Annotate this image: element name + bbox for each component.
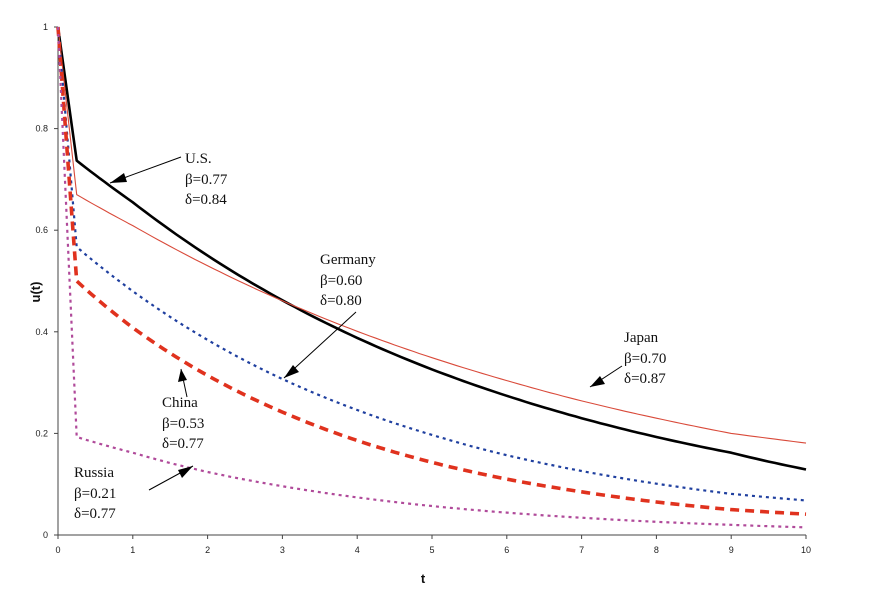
annotation-china: China β=0.53 δ=0.77	[162, 395, 204, 452]
x-axis-title: t	[421, 571, 426, 586]
annotation-germany-beta: β=0.60	[320, 273, 362, 289]
annotation-germany-name: Germany	[320, 252, 376, 268]
annotation-china-beta: β=0.53	[162, 416, 204, 432]
y-tick-label: 0.8	[35, 124, 48, 134]
series-line-russia	[56, 26, 807, 529]
series-line-us	[56, 26, 807, 471]
series-lines	[56, 26, 807, 529]
y-axis-title: u(t)	[28, 282, 43, 303]
x-tick-label: 6	[504, 545, 509, 555]
y-tick-label: 0.4	[35, 327, 48, 337]
x-tick-label: 4	[355, 545, 360, 555]
x-tick-label: 8	[654, 545, 659, 555]
annotation-russia-name: Russia	[74, 465, 114, 481]
annotation-russia: Russia β=0.21 δ=0.77	[74, 465, 116, 522]
annotation-us-beta: β=0.77	[185, 172, 228, 188]
annotation-china-name: China	[162, 395, 198, 411]
x-tick-label: 7	[579, 545, 584, 555]
annotation-japan: Japan β=0.70 δ=0.87	[624, 330, 666, 387]
series-line-china	[56, 26, 807, 516]
x-tick-label: 10	[801, 545, 811, 555]
arrow-germany	[283, 311, 357, 379]
ticks: 0 1 2 3 4 5 6 7 8 9 10 0 0.2 0.4 0.6 0.8 1	[35, 22, 811, 555]
y-tick-label: 0.2	[35, 428, 48, 438]
x-tick-label: 3	[280, 545, 285, 555]
annotation-china-delta: δ=0.77	[162, 436, 204, 452]
annotation-japan-name: Japan	[624, 330, 659, 346]
annotation-arrows	[109, 156, 623, 491]
arrowhead-china	[178, 369, 187, 382]
annotation-germany-delta: δ=0.80	[320, 293, 362, 309]
arrowhead-japan	[590, 376, 605, 387]
x-tick-label: 5	[429, 545, 434, 555]
y-tick-label: 0	[43, 530, 48, 540]
y-tick-label: 0.6	[35, 225, 48, 235]
annotation-us-name: U.S.	[185, 151, 212, 167]
x-tick-label: 9	[729, 545, 734, 555]
arrowhead-germany	[284, 365, 299, 378]
annotation-us: U.S. β=0.77 δ=0.84	[185, 151, 228, 208]
arrowhead-us	[110, 173, 127, 183]
annotation-russia-delta: δ=0.77	[74, 506, 116, 522]
annotation-japan-delta: δ=0.87	[624, 371, 666, 387]
x-tick-label: 1	[130, 545, 135, 555]
x-tick-label: 2	[205, 545, 210, 555]
annotation-us-delta: δ=0.84	[185, 192, 227, 208]
arrowhead-russia	[178, 466, 193, 478]
annotation-russia-beta: β=0.21	[74, 486, 116, 502]
x-tick-label: 0	[55, 545, 60, 555]
series-line-japan	[57, 26, 807, 444]
annotation-japan-beta: β=0.70	[624, 351, 666, 367]
y-tick-label: 1	[43, 22, 48, 32]
axes	[57, 27, 806, 536]
annotation-germany: Germany β=0.60 δ=0.80	[320, 252, 376, 309]
